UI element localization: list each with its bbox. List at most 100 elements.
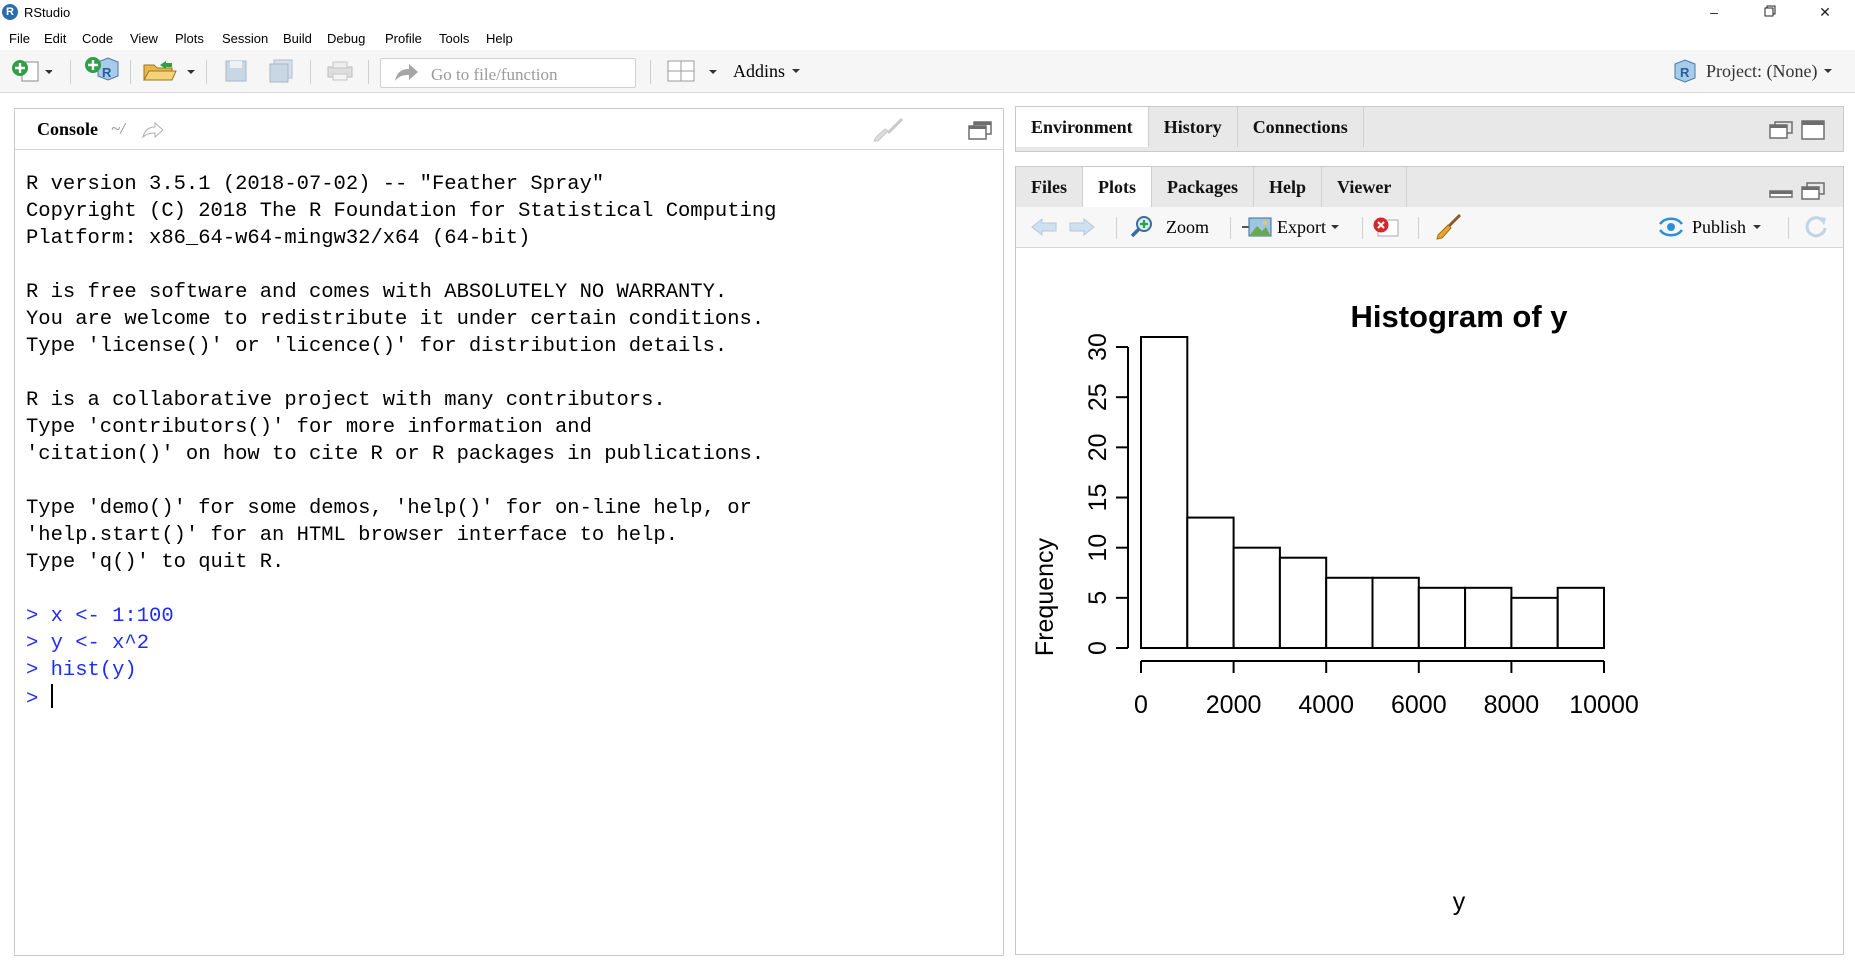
y-tick-label: 25 bbox=[1084, 383, 1112, 411]
tab-packages[interactable]: Packages bbox=[1152, 167, 1254, 207]
remove-plot-button[interactable] bbox=[1372, 207, 1400, 247]
environment-tabbar: Environment History Connections bbox=[1016, 107, 1364, 147]
histogram-bar bbox=[1232, 546, 1281, 650]
zoom-magnifier-icon bbox=[1130, 216, 1152, 238]
plots-pane-resize-icons[interactable] bbox=[1768, 179, 1828, 201]
menu-file[interactable]: File bbox=[9, 31, 30, 46]
histogram-bar bbox=[1278, 556, 1328, 650]
histogram-bar bbox=[1464, 586, 1513, 650]
open-file-button[interactable] bbox=[142, 50, 198, 92]
menu-session[interactable]: Session bbox=[222, 31, 269, 46]
export-menu[interactable]: Export bbox=[1241, 207, 1342, 247]
x-tick-label: 0 bbox=[1134, 691, 1148, 719]
project-dropdown-icon bbox=[1824, 69, 1833, 73]
x-tick-label: 6000 bbox=[1391, 691, 1447, 719]
tab-help[interactable]: Help bbox=[1254, 167, 1323, 207]
menu-view[interactable]: View bbox=[130, 31, 158, 46]
histogram-chart: Histogram of y y Frequency 0 2000 4000 6000… bbox=[1031, 299, 1639, 916]
console-output[interactable]: R version 3.5.1 (2018-07-02) -- "Feather… bbox=[26, 171, 776, 711]
menu-help[interactable]: Help bbox=[486, 31, 513, 46]
console-output-line: Type 'q()' to quit R. bbox=[26, 551, 285, 574]
console-output-line bbox=[26, 360, 776, 387]
project-menu[interactable]: R Project: (None) bbox=[1672, 50, 1835, 92]
export-image-icon bbox=[1242, 217, 1272, 237]
console-output-line: Platform: x86_64-w64-mingw32/x64 (64-bit… bbox=[26, 227, 531, 250]
y-axis: 0 5 10 15 20 25 30 bbox=[1084, 333, 1129, 655]
publish-menu[interactable]: Publish bbox=[1656, 207, 1764, 247]
tab-history[interactable]: History bbox=[1149, 107, 1238, 147]
clear-plots-button[interactable] bbox=[1434, 207, 1464, 247]
y-axis-label: Frequency bbox=[1031, 537, 1059, 656]
pane-restore-icons[interactable] bbox=[1768, 119, 1828, 141]
console-command-line: > x <- 1:100 bbox=[26, 605, 174, 628]
pane-layout-button[interactable] bbox=[666, 50, 718, 92]
y-tick-label: 5 bbox=[1084, 591, 1112, 605]
goto-file-input[interactable]: Go to file/function bbox=[380, 58, 636, 88]
project-label: Project: (None) bbox=[1706, 60, 1818, 81]
console-prompt: > bbox=[26, 688, 51, 711]
new-project-button[interactable]: R bbox=[84, 50, 120, 92]
save-icon bbox=[225, 60, 247, 82]
svg-text:R: R bbox=[1680, 65, 1690, 80]
histogram-bar bbox=[1371, 576, 1420, 650]
remove-plot-icon bbox=[1373, 217, 1399, 237]
arrow-left-icon bbox=[1031, 217, 1057, 237]
restore-icon bbox=[1764, 5, 1776, 17]
tab-environment[interactable]: Environment bbox=[1016, 107, 1149, 147]
export-label: Export bbox=[1277, 216, 1326, 237]
menu-profile[interactable]: Profile bbox=[385, 31, 422, 46]
console-pane: Console ~/ R version 3.5.1 (2018-07-02) … bbox=[14, 108, 1004, 956]
tab-viewer[interactable]: Viewer bbox=[1322, 167, 1408, 207]
print-button[interactable] bbox=[326, 50, 354, 92]
export-dropdown-icon bbox=[1331, 225, 1339, 229]
new-file-button[interactable] bbox=[10, 50, 52, 92]
zoom-button[interactable]: Zoom bbox=[1130, 207, 1209, 247]
console-output-line: Type 'demo()' for some demos, 'help()' f… bbox=[26, 497, 752, 520]
menu-code[interactable]: Code bbox=[82, 31, 114, 46]
plot-forward-button[interactable] bbox=[1068, 207, 1096, 247]
menu-debug[interactable]: Debug bbox=[327, 31, 366, 46]
histogram-bar bbox=[1325, 576, 1374, 650]
maximize-pane-icon[interactable] bbox=[967, 119, 993, 141]
title-bar: R RStudio – ✕ bbox=[0, 0, 1855, 26]
tab-console[interactable]: Console bbox=[37, 119, 99, 139]
x-axis-label: y bbox=[1453, 888, 1466, 916]
publish-dropdown-icon bbox=[1753, 225, 1762, 229]
console-output-line: You are welcome to redistribute it under… bbox=[26, 308, 765, 331]
restore-button[interactable] bbox=[1747, 0, 1793, 26]
tab-connections[interactable]: Connections bbox=[1238, 107, 1364, 147]
open-folder-icon bbox=[143, 61, 195, 81]
menu-build[interactable]: Build bbox=[283, 31, 312, 46]
svg-text:R: R bbox=[102, 65, 112, 80]
tab-plots[interactable]: Plots bbox=[1083, 167, 1152, 207]
menu-plots[interactable]: Plots bbox=[175, 31, 204, 46]
goto-arrow-icon bbox=[395, 64, 418, 81]
console-input-line[interactable]: > bbox=[26, 684, 776, 711]
x-tick-label: 8000 bbox=[1484, 691, 1540, 719]
console-output-line: R is a collaborative project with many c… bbox=[26, 389, 666, 412]
plot-back-button[interactable] bbox=[1030, 207, 1058, 247]
y-tick-label: 10 bbox=[1084, 534, 1112, 562]
histogram-bar bbox=[1556, 586, 1606, 650]
rstudio-logo-icon: R bbox=[2, 4, 18, 20]
save-button[interactable] bbox=[224, 50, 250, 92]
console-command-line: > y <- x^2 bbox=[26, 632, 150, 655]
main-toolbar: R Go to file/function Addin bbox=[0, 50, 1855, 93]
tab-files[interactable]: Files bbox=[1016, 167, 1083, 207]
goto-dir-arrow-icon[interactable] bbox=[141, 121, 165, 139]
plots-toolbar: Zoom Export Publish bbox=[1016, 207, 1843, 248]
x-tick-label: 2000 bbox=[1206, 691, 1262, 719]
save-all-button[interactable] bbox=[268, 50, 298, 92]
chart-title: Histogram of y bbox=[1350, 299, 1568, 334]
close-window-button[interactable]: ✕ bbox=[1819, 4, 1831, 20]
addins-menu[interactable]: Addins bbox=[733, 50, 803, 92]
minimize-button[interactable]: – bbox=[1710, 4, 1718, 20]
window-title: RStudio bbox=[24, 5, 71, 20]
menu-edit[interactable]: Edit bbox=[44, 31, 67, 46]
refresh-icon bbox=[1805, 216, 1827, 238]
broom-icon bbox=[1436, 213, 1462, 240]
refresh-plot-button[interactable] bbox=[1802, 207, 1830, 247]
clear-console-icon[interactable] bbox=[872, 117, 906, 143]
menu-tools[interactable]: Tools bbox=[439, 31, 470, 46]
console-output-line bbox=[26, 576, 776, 603]
